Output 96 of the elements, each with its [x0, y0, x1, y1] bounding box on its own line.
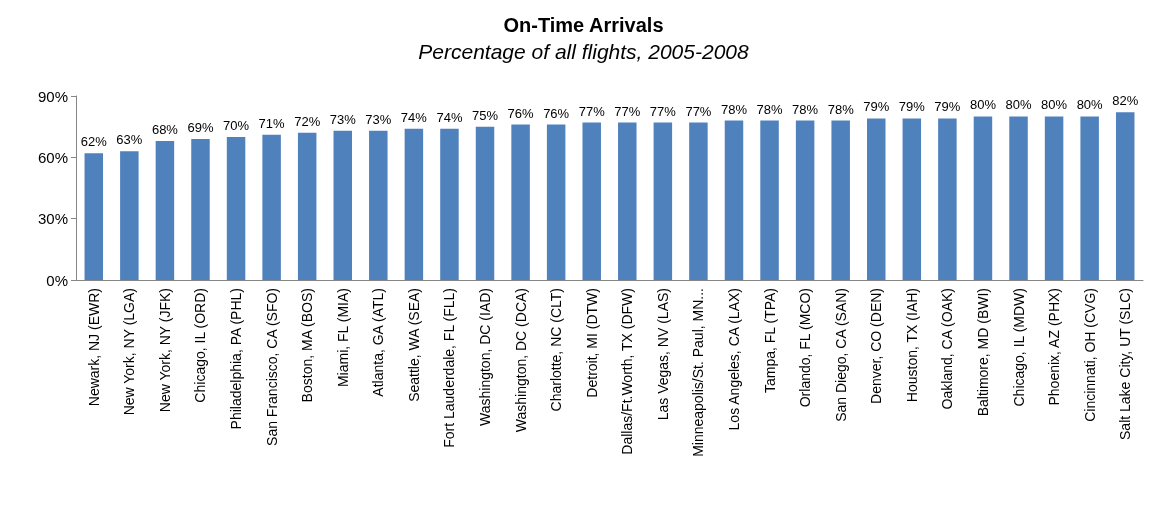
- bar: [369, 130, 388, 280]
- bar: [1044, 116, 1064, 280]
- data-label: 77%: [614, 103, 641, 119]
- x-tick-label: Salt Lake City, UT (SLC): [1117, 288, 1134, 440]
- x-tick-label: Oakland, CA (OAK): [939, 288, 956, 410]
- y-tick-label: 60%: [37, 148, 68, 166]
- x-tick-label: Washington, DC (IAD): [477, 288, 494, 426]
- data-label: 74%: [436, 109, 463, 125]
- x-tick-label: San Francisco, CA (SFO): [263, 288, 280, 446]
- bar: [653, 122, 673, 280]
- bar: [724, 120, 744, 280]
- x-tick-label: Denver, CO (DEN): [868, 288, 885, 404]
- bar: [902, 118, 922, 280]
- x-tick-label: Cincinnati, OH (CVG): [1081, 288, 1098, 422]
- x-tick-label: New York, NY (JFK): [156, 288, 173, 413]
- y-tick-label: 30%: [37, 210, 68, 228]
- bar: [760, 120, 779, 280]
- data-label: 70%: [223, 117, 250, 133]
- x-tick-label: Atlanta, GA (ATL): [370, 288, 387, 397]
- x-tick-label: New York, NY (LGA): [121, 288, 138, 416]
- data-label: 79%: [863, 99, 890, 115]
- x-tick-label: Chicago, IL (ORD): [192, 288, 209, 403]
- bar: [404, 128, 424, 280]
- data-label: 78%: [792, 101, 819, 117]
- data-label: 78%: [720, 101, 748, 117]
- bar: [689, 122, 708, 280]
- x-tick-label: Charlotte, NC (CLT): [548, 288, 565, 412]
- chart-title: On-Time Arrivals: [503, 14, 664, 36]
- data-label: 73%: [329, 111, 357, 127]
- bar: [795, 120, 815, 280]
- bar: [831, 120, 850, 280]
- bar: [226, 136, 246, 280]
- x-tick-label: Minneapolis/St. Paul, MN...: [690, 288, 707, 457]
- bar: [511, 124, 530, 280]
- data-label: 79%: [898, 99, 926, 115]
- bar: [191, 138, 210, 280]
- x-tick-label: Detroit, MI (DTW): [583, 288, 600, 398]
- data-label: 77%: [578, 103, 606, 119]
- bar: [546, 124, 566, 280]
- data-label: 62%: [80, 134, 108, 150]
- x-tick-label: Las Vegas, NV (LAS): [654, 288, 671, 421]
- bar: [262, 134, 281, 280]
- bar: [155, 140, 175, 280]
- bar: [618, 122, 637, 280]
- x-tick-label: Miami, FL (MIA): [334, 288, 351, 388]
- x-tick-label: Baltimore, MD (BWI): [974, 288, 991, 417]
- x-tick-label: Dallas/Ft.Worth, TX (DFW): [619, 288, 636, 455]
- data-label: 71%: [258, 115, 286, 131]
- data-label: 78%: [756, 101, 783, 117]
- bar: [333, 130, 352, 280]
- data-label: 82%: [1112, 93, 1139, 109]
- bar: [120, 151, 139, 280]
- x-tick-label: Newark, NJ (EWR): [85, 288, 102, 407]
- data-label: 73%: [365, 111, 392, 127]
- chart-subtitle: Percentage of all flights, 2005-2008: [418, 40, 750, 63]
- x-tick-label: Chicago, IL (MDW): [1010, 288, 1027, 407]
- x-tick-label: Tampa, FL (TPA): [761, 288, 778, 394]
- y-tick-label: 90%: [37, 87, 68, 105]
- x-tick-label: Washington, DC (DCA): [512, 288, 529, 433]
- x-tick-label: San Diego, CA (SAN): [832, 288, 849, 422]
- data-label: 75%: [472, 107, 499, 123]
- x-tick-label: Fort Lauderdale, FL (FLL): [441, 288, 458, 448]
- bar: [1009, 116, 1028, 280]
- data-label: 77%: [649, 103, 677, 119]
- bar: [84, 153, 104, 280]
- data-label: 80%: [1076, 97, 1104, 113]
- data-label: 74%: [400, 109, 428, 125]
- data-label: 78%: [827, 101, 855, 117]
- bar: [582, 122, 601, 280]
- bar: [1080, 116, 1099, 280]
- x-tick-label: Boston, MA (BOS): [299, 288, 316, 403]
- bar: [938, 118, 957, 280]
- data-label: 72%: [294, 113, 321, 129]
- data-label: 69%: [187, 119, 214, 135]
- data-label: 80%: [1041, 97, 1068, 113]
- data-label: 76%: [543, 105, 570, 121]
- bar: [1115, 112, 1135, 280]
- data-label: 79%: [934, 99, 961, 115]
- x-tick-label: Houston, TX (IAH): [903, 288, 920, 403]
- bar: [973, 116, 993, 280]
- bar: [867, 118, 886, 280]
- data-label: 80%: [969, 97, 997, 113]
- data-label: 68%: [151, 121, 179, 137]
- x-tick-label: Los Angeles, CA (LAX): [725, 288, 742, 431]
- x-tick-label: Philadelphia, PA (PHL): [228, 288, 245, 430]
- bar: [440, 128, 459, 280]
- bar: [297, 132, 317, 280]
- data-label: 80%: [1005, 97, 1032, 113]
- data-label: 76%: [507, 105, 535, 121]
- x-tick-label: Phoenix, AZ (PHX): [1046, 288, 1063, 406]
- x-tick-label: Seattle, WA (SEA): [405, 288, 422, 402]
- data-label: 63%: [116, 132, 143, 148]
- data-label: 77%: [685, 103, 712, 119]
- bar: [475, 126, 495, 280]
- y-tick-label: 0%: [46, 271, 68, 289]
- x-tick-label: Orlando, FL (MCO): [797, 288, 814, 408]
